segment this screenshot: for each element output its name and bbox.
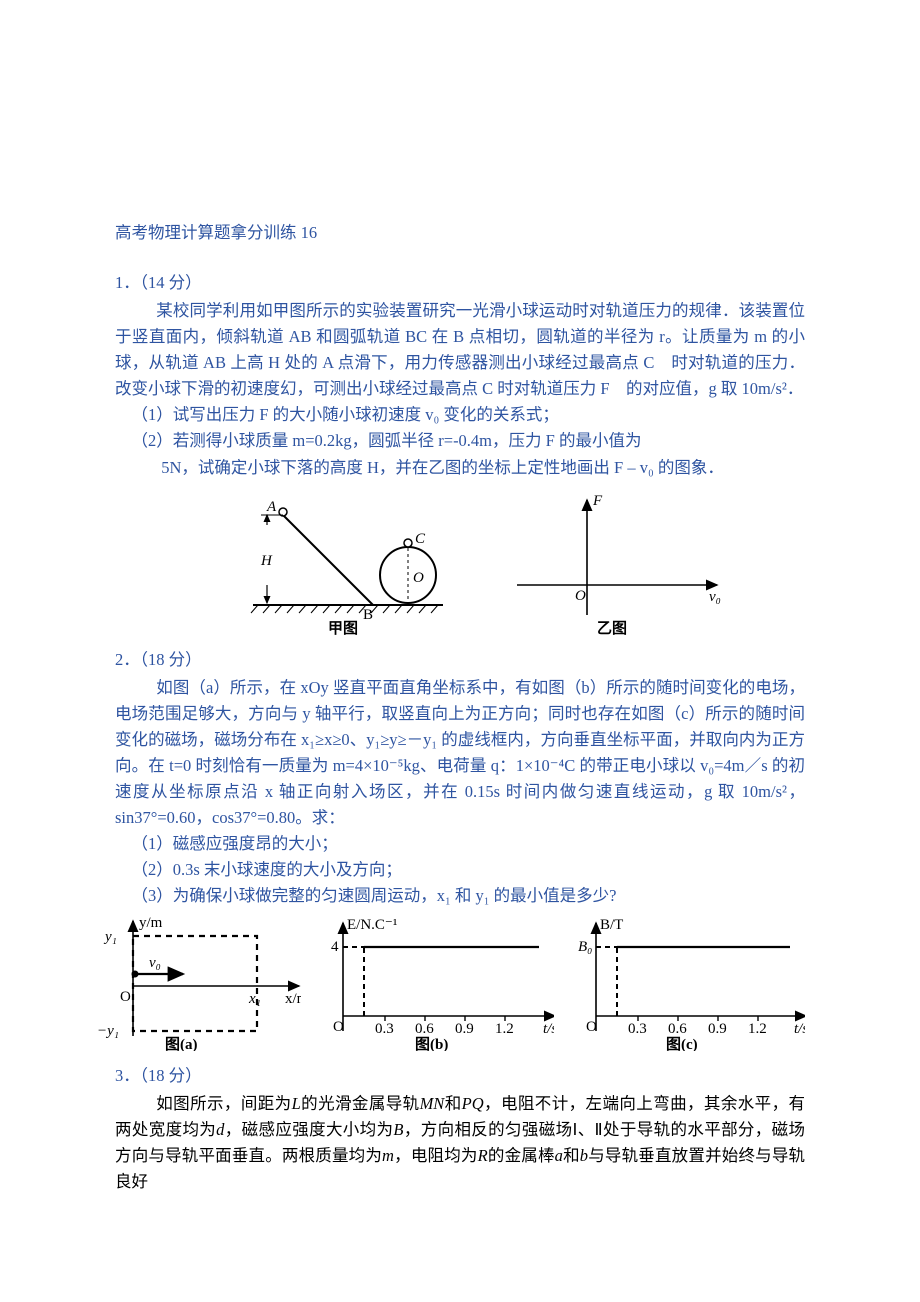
q1-fig-jia-A: A — [266, 499, 277, 515]
q2-figB-caption: 图(b) — [415, 1036, 448, 1051]
q1-figure-row: O A B C H 甲图 O — [155, 485, 805, 635]
q1-fig-yi-xlabel: v₀ — [709, 589, 721, 605]
q2-figC-yval: B₀ — [578, 939, 592, 955]
q1-fig-jia-caption: 甲图 — [328, 620, 358, 635]
q2-figC-t4: 1.2 — [748, 1021, 767, 1037]
q2-figC-O: O — [586, 1019, 597, 1035]
q2-sub3: （3）为确保小球做完整的匀速圆周运动，x₁ 和 y₁ 的最小值是多少? — [115, 883, 805, 909]
q2-figA-v0: v₀ — [149, 955, 161, 971]
q2-figB-xlabel: t/s — [543, 1021, 554, 1037]
q2-figA-ylabel: y/m — [139, 915, 163, 931]
q1-fig-yi-ylabel: F — [592, 493, 603, 509]
q2-figB-t3: 0.9 — [455, 1021, 474, 1037]
q2-figB-t1: 0.3 — [375, 1021, 394, 1037]
q2-figA-xlabel: x/m — [285, 991, 301, 1007]
q2-figB-yval: 4 — [331, 939, 339, 955]
q1-sub2b: 5N，试确定小球下落的高度 H，并在乙图的坐标上定性地画出 F – v₀ 的图象… — [115, 455, 805, 481]
q1-paragraph: 某校同学利用如甲图所示的实验装置研究一光滑小球运动时对轨道压力的规律．该装置位于… — [115, 298, 805, 402]
q1-fig-yi: O F v₀ 乙图 — [497, 485, 737, 635]
q2-figC-t3: 0.9 — [708, 1021, 727, 1037]
q2-number: 2．（18 分） — [115, 647, 805, 673]
q1-sub1: （1）试写出压力 F 的大小随小球初速度 v₀ 变化的关系式； — [115, 402, 805, 428]
q2-figA-y1: y₁ — [103, 929, 117, 945]
q2-figure-row: O y₁ −y₁ x₁ x/m y/m v₀ 图(a) — [87, 911, 805, 1051]
q1-number: 1．（14 分） — [115, 270, 805, 296]
q1-sub2a: （2）若测得小球质量 m=0.2kg，圆弧半径 r=-0.4m，压力 F 的最小… — [115, 428, 805, 454]
q1-fig-jia-O: O — [413, 570, 424, 586]
q1-fig-jia-C: C — [415, 531, 426, 547]
q2-figA-my1: −y₁ — [97, 1023, 119, 1039]
q1-fig-jia: O A B C H 甲图 — [223, 485, 473, 635]
q2-fig-c: 0.3 0.6 0.9 1.2 O B₀ B/T t/s 图(c) — [560, 911, 805, 1051]
q1-fig-yi-caption: 乙图 — [597, 620, 627, 635]
q2-sub1: （1）磁感应强度昂的大小； — [115, 831, 805, 857]
q2-figA-caption: 图(a) — [165, 1036, 198, 1051]
q2-figA-O: O — [120, 989, 131, 1005]
q2-figC-ylabel: B/T — [600, 917, 623, 933]
q1-fig-yi-O: O — [575, 588, 586, 604]
q1-fig-jia-H: H — [260, 553, 273, 569]
q2-paragraph: 如图（a）所示，在 xOy 竖直平面直角坐标系中，有如图（b）所示的随时间变化的… — [115, 675, 805, 831]
q2-figB-t4: 1.2 — [495, 1021, 514, 1037]
q3-number: 3．（18 分） — [115, 1063, 805, 1089]
q2-figB-ylabel: E/N.C⁻¹ — [347, 917, 397, 933]
q2-figC-t1: 0.3 — [628, 1021, 647, 1037]
worksheet-title: 高考物理计算题拿分训练 16 — [115, 220, 805, 246]
q2-fig-b: 0.3 0.6 0.9 1.2 O 4 E/N.C⁻¹ t/s 图(b) — [307, 911, 554, 1051]
q2-figC-t2: 0.6 — [668, 1021, 687, 1037]
q2-figB-t2: 0.6 — [415, 1021, 434, 1037]
q2-figC-caption: 图(c) — [666, 1036, 698, 1051]
q2-figB-O: O — [333, 1019, 344, 1035]
q3-paragraph: 如图所示，间距为L的光滑金属导轨MN和PQ，电阻不计，左端向上弯曲，其余水平，有… — [115, 1091, 805, 1195]
q2-figC-xlabel: t/s — [794, 1021, 805, 1037]
q1-fig-jia-B: B — [363, 607, 373, 623]
q2-figA-x1: x₁ — [248, 991, 261, 1007]
q2-fig-a: O y₁ −y₁ x₁ x/m y/m v₀ 图(a) — [87, 911, 301, 1051]
q2-sub2: （2）0.3s 末小球速度的大小及方向； — [115, 857, 805, 883]
page-container: 高考物理计算题拿分训练 16 1．（14 分） 某校同学利用如甲图所示的实验装置… — [0, 0, 920, 1246]
